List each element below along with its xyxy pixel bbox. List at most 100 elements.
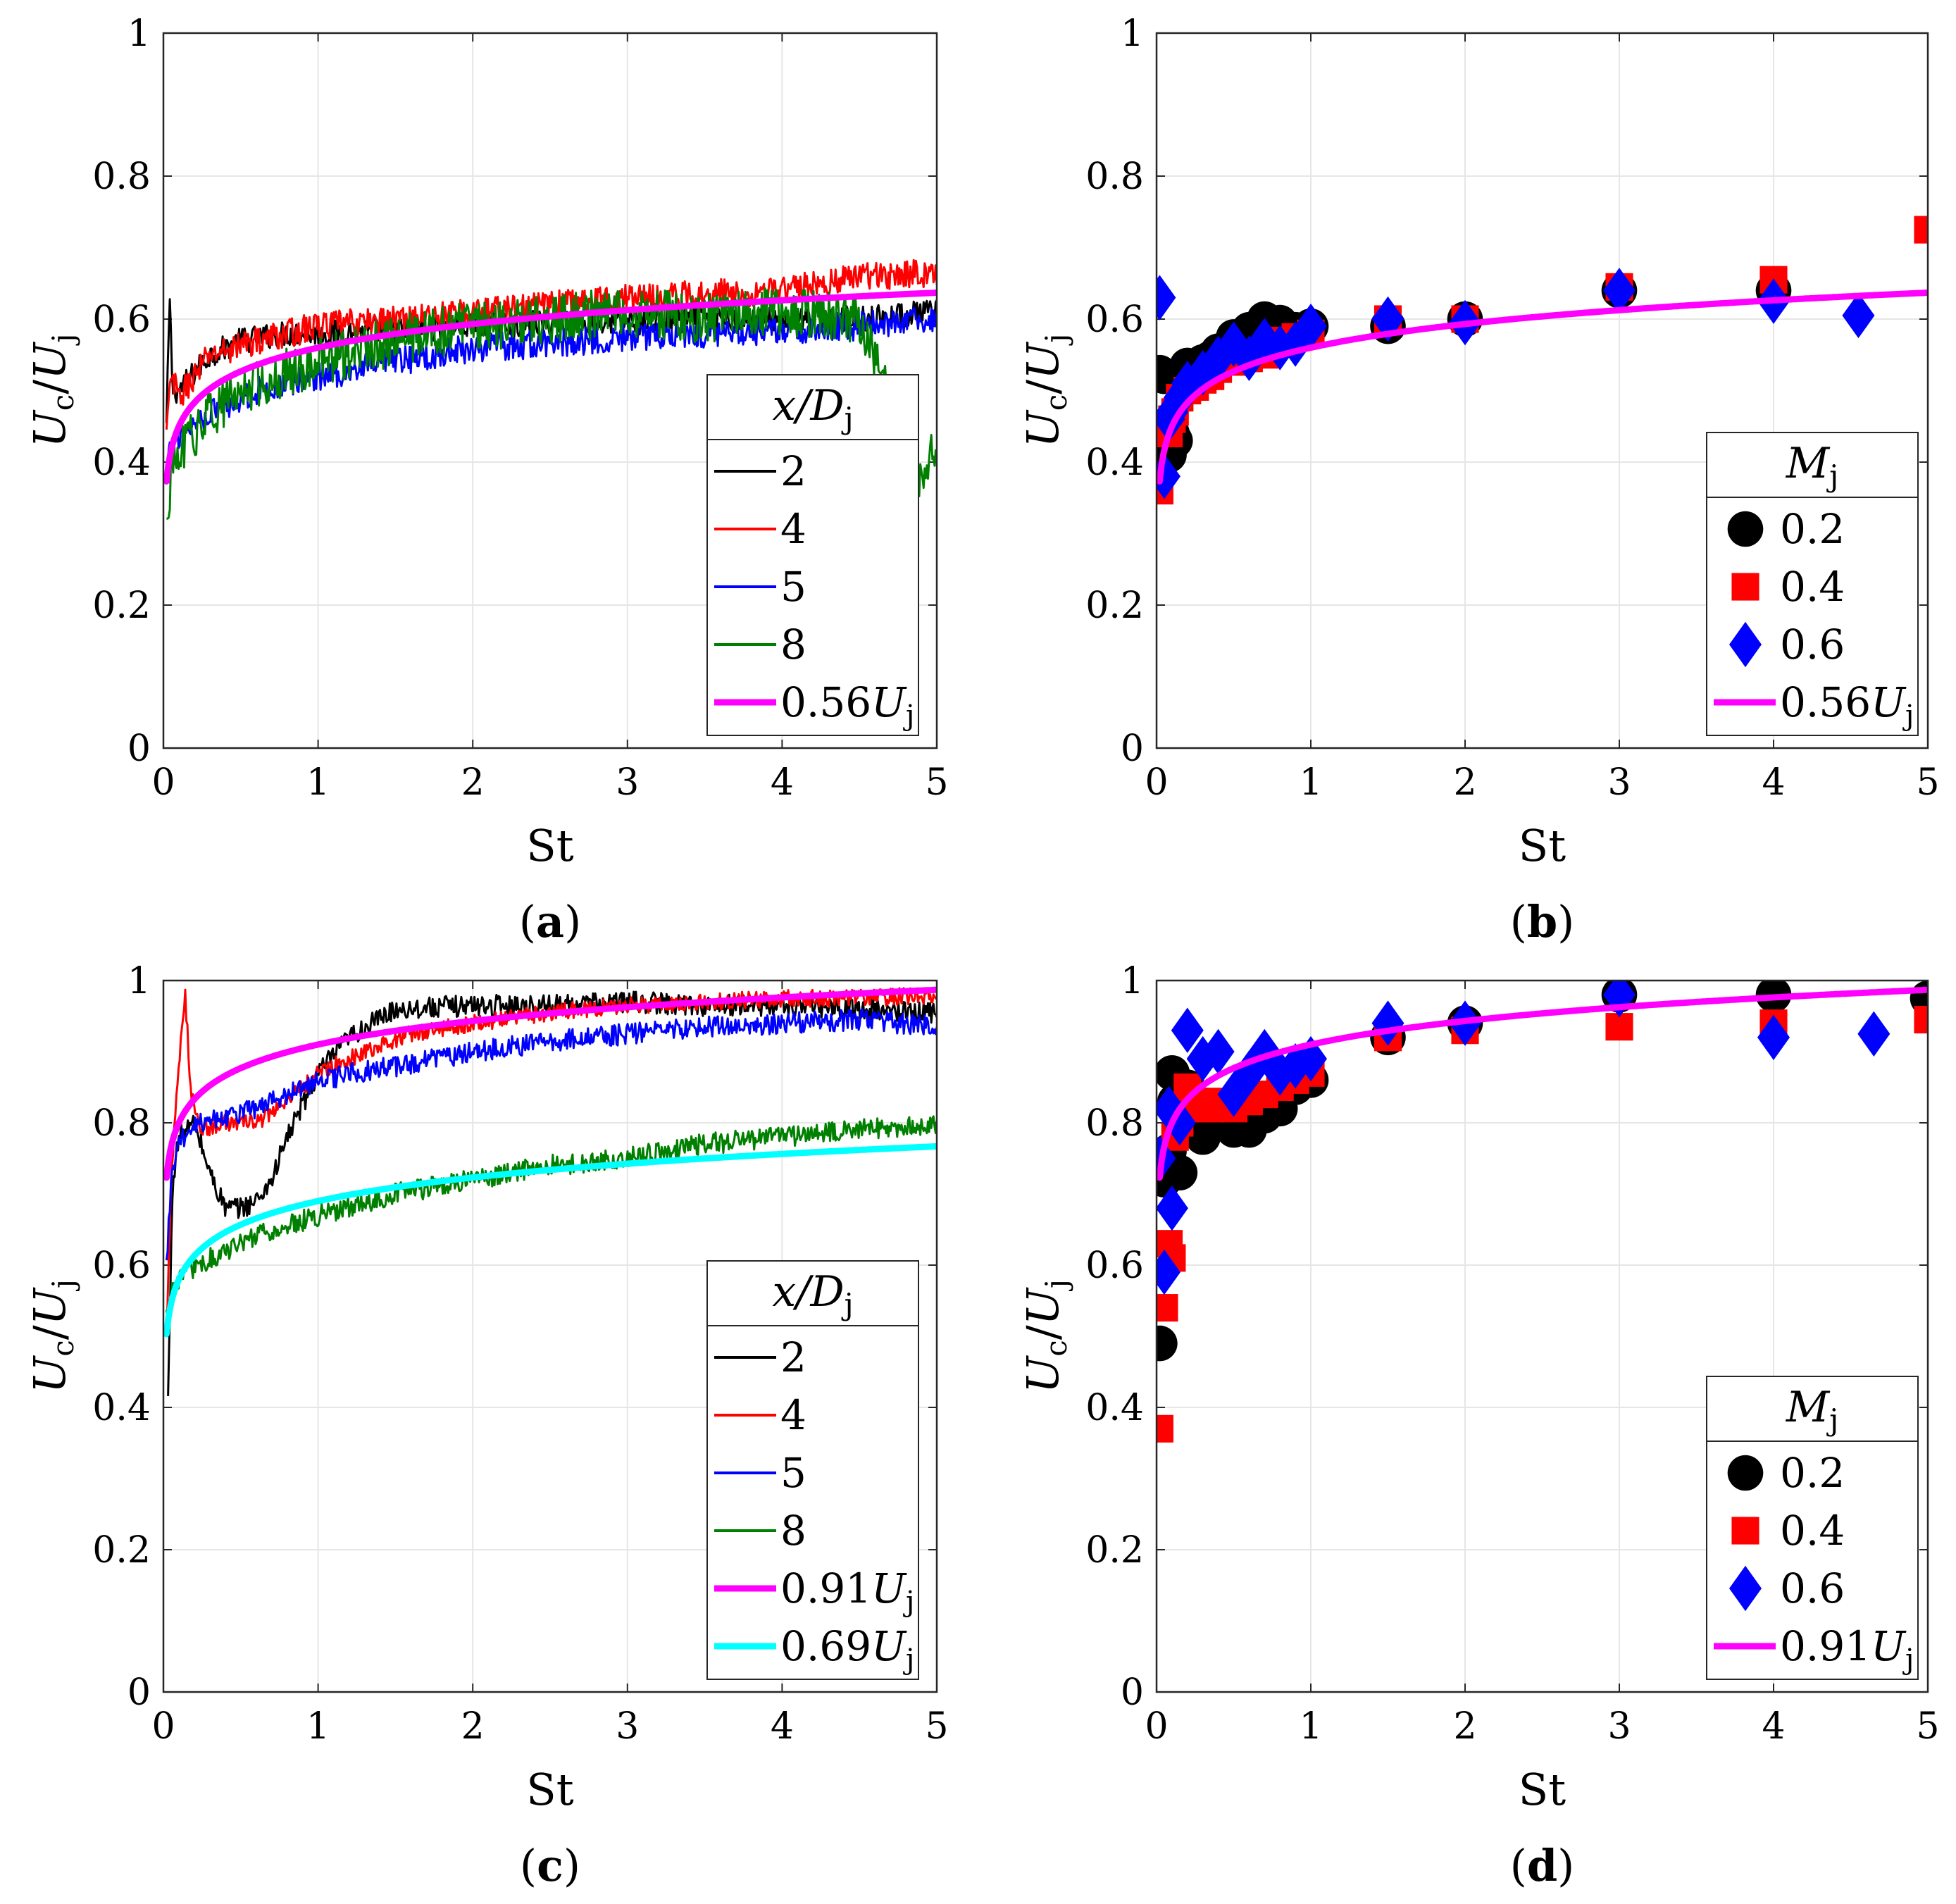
legend-label: 0.2	[1780, 1449, 1845, 1497]
panel-a: 0 1 2 3 4 5 0 0.2 0.4 0.6 0.8 1 St Uc/Uj (a) x/Dj 2 4 5 8 0.…	[24, 13, 949, 947]
legend-swatch-diamond	[1729, 621, 1762, 668]
data-point-diamond	[1757, 1014, 1790, 1060]
x-tick-label: 1	[306, 761, 330, 804]
panel-label: (a)	[519, 896, 582, 947]
legend-swatch-circle	[1727, 511, 1764, 547]
y-tick-label: 0	[127, 1672, 151, 1714]
legend-label: 8	[780, 621, 806, 668]
y-tick-label: 0.8	[92, 1102, 151, 1145]
legend-title: x/Dj	[772, 381, 853, 435]
x-tick-label: 0	[151, 1705, 175, 1748]
data-point-diamond	[1157, 275, 1176, 321]
y-axis-label: Uc/Uj	[24, 1279, 80, 1393]
plot-content	[1157, 981, 1928, 1443]
data-point-diamond	[1264, 1050, 1297, 1096]
y-axis-label: Uc/Uj	[1017, 334, 1073, 448]
plot-content	[163, 986, 937, 1396]
x-tick-label: 2	[1453, 1705, 1476, 1748]
data-point-diamond	[1171, 1007, 1204, 1053]
data-point-square	[1914, 1006, 1928, 1034]
x-tick-label: 1	[1299, 761, 1322, 804]
legend: Mj 0.2 0.4 0.6 0.56Uj	[1706, 432, 1919, 736]
panel-d: 0 1 2 3 4 5 0 0.2 0.4 0.6 0.8 1 St Uc/Uj (d) Mj 0.2 0.4 0.…	[1017, 960, 1940, 1891]
data-point-diamond	[1295, 303, 1327, 349]
legend-label: 0.6	[1780, 621, 1845, 668]
data-point-square	[1157, 1294, 1178, 1322]
x-tick-label: 0	[1145, 761, 1168, 804]
data-point-diamond	[1163, 375, 1196, 421]
legend-label: 0.2	[1780, 505, 1845, 553]
y-tick-label: 0	[1121, 728, 1144, 770]
y-tick-label: 1	[127, 13, 151, 55]
data-point-diamond	[1603, 268, 1636, 313]
y-axis-label: Uc/Uj	[24, 334, 80, 448]
legend-title: x/Dj	[772, 1267, 853, 1321]
y-tick-label: 0.2	[1085, 1529, 1144, 1572]
series-line-x8	[165, 1115, 937, 1321]
y-tick-label: 0	[127, 728, 151, 770]
x-tick-label: 3	[1607, 1705, 1631, 1748]
legend-label: 0.56Uj	[1780, 678, 1914, 732]
data-point-diamond	[1163, 1100, 1196, 1146]
x-tick-label: 5	[1916, 1705, 1939, 1748]
legend-label: 4	[780, 1391, 806, 1439]
x-axis-label: St	[526, 1764, 573, 1815]
axes-box	[162, 32, 938, 749]
panel-label: (d)	[1510, 1840, 1575, 1891]
x-tick-label: 5	[925, 761, 948, 804]
data-point-circle	[1157, 1325, 1178, 1362]
legend-label: 4	[780, 505, 806, 553]
legend-box	[706, 1260, 919, 1680]
fit-line-056Uj	[1157, 290, 1928, 485]
fit-line-069Uj	[163, 1143, 937, 1338]
legend-label: 0.6	[1780, 1564, 1845, 1612]
data-point-diamond	[1157, 1186, 1188, 1231]
y-tick-label: 0.2	[1085, 585, 1144, 627]
legend-label: 0.91Uj	[780, 1564, 914, 1618]
panel-label: (b)	[1510, 896, 1575, 947]
data-point-diamond	[1842, 292, 1875, 339]
plot-content	[1157, 216, 1928, 505]
legend: Mj 0.2 0.4 0.6 0.91Uj	[1706, 1376, 1919, 1680]
x-axis-label: St	[1519, 1764, 1566, 1815]
y-tick-label: 1	[1121, 960, 1144, 1002]
y-tick-label: 0.4	[1085, 442, 1144, 484]
y-tick-label: 0.6	[1085, 299, 1144, 341]
series-line-x4	[165, 987, 937, 1333]
panel-b: 0 1 2 3 4 5 0 0.2 0.4 0.6 0.8 1 St Uc/Uj (b) Mj 0.2 0.4 0.…	[1017, 13, 1940, 947]
x-axis-label: St	[526, 820, 573, 871]
x-tick-label: 1	[1299, 1705, 1322, 1748]
legend-label: 0.4	[1780, 563, 1845, 611]
legend-label: 2	[780, 447, 806, 495]
y-tick-label: 0.2	[92, 1529, 151, 1572]
data-point-diamond	[1857, 1011, 1890, 1057]
x-tick-label: 3	[616, 761, 639, 804]
x-tick-label: 2	[1453, 761, 1476, 804]
legend-swatch-square	[1731, 573, 1759, 601]
axes-box	[162, 979, 938, 1693]
y-tick-label: 0.8	[1085, 1102, 1144, 1145]
fit-line-091Uj	[1157, 986, 1928, 1181]
legend-label: 5	[780, 563, 806, 611]
data-point-diamond	[1202, 1028, 1235, 1075]
y-tick-label: 1	[1121, 13, 1144, 55]
y-tick-label: 0.4	[1085, 1387, 1144, 1429]
panel-c: 0 1 2 3 4 5 0 0.2 0.4 0.6 0.8 1 St Uc/Uj (c) x/Dj 2 4 5 8 0.…	[24, 960, 949, 1891]
x-tick-label: 5	[1916, 761, 1939, 804]
y-tick-label: 1	[127, 960, 151, 1002]
legend-title: Mj	[1786, 439, 1838, 493]
legend-label: 0.4	[1780, 1507, 1845, 1555]
x-tick-label: 4	[771, 1705, 794, 1748]
y-tick-label: 0.6	[1085, 1245, 1144, 1287]
data-point-square	[1914, 216, 1928, 244]
x-tick-label: 1	[306, 1705, 330, 1748]
legend-label: 8	[780, 1507, 806, 1555]
x-tick-label: 5	[925, 1705, 948, 1748]
x-tick-label: 4	[1762, 761, 1785, 804]
axes-box	[1155, 32, 1929, 749]
x-axis-label: St	[1519, 820, 1566, 871]
plot-content	[163, 259, 937, 520]
data-point-diamond	[1279, 321, 1312, 367]
legend-label: 5	[780, 1449, 806, 1497]
